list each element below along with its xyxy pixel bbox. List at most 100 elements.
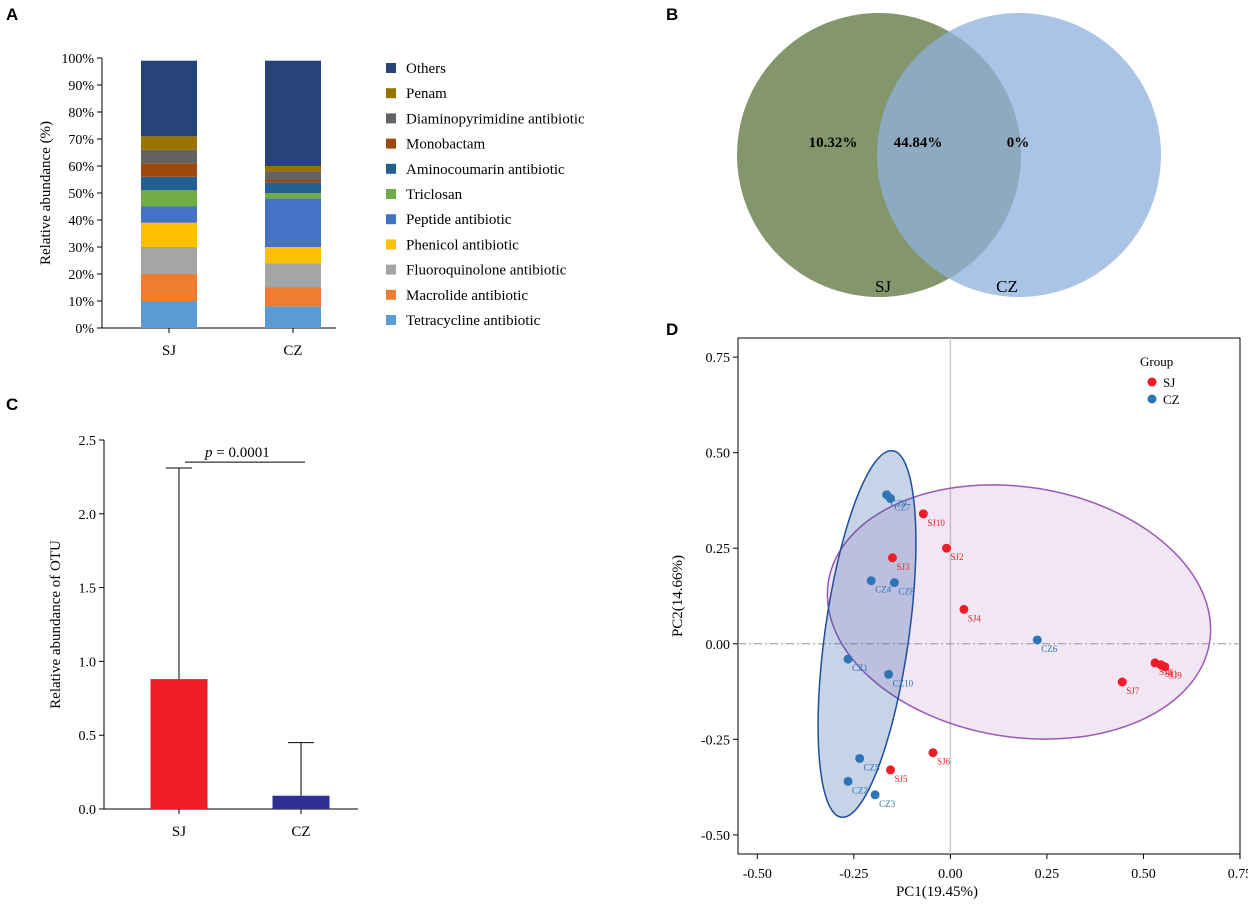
point-sj5 — [886, 765, 896, 775]
venn-unique-cz: 0% — [1007, 135, 1030, 151]
legend-swatch — [386, 88, 396, 99]
ellipse-cz — [817, 449, 917, 819]
y-tick-label: 0.75 — [706, 351, 731, 366]
point-label-cz9: CZ9 — [891, 499, 908, 509]
point-label-sj3: SJ3 — [896, 562, 910, 572]
legend-label: Penam — [406, 86, 447, 102]
point-cz3 — [870, 790, 880, 800]
x-tick-label: 0.00 — [938, 867, 963, 882]
bar-segment-sj-6 — [141, 176, 197, 191]
legend-title: Group — [1140, 354, 1173, 369]
bar-segment-cz-0 — [265, 306, 321, 328]
panel-letter-d: D — [666, 320, 678, 339]
legend-label: Diaminopyrimidine antibiotic — [406, 111, 585, 127]
bar-segment-cz-9 — [265, 166, 321, 172]
point-cz6 — [1032, 635, 1042, 645]
point-label-cz3: CZ3 — [879, 799, 896, 809]
x-tick-label: -0.25 — [839, 867, 868, 882]
legend-label-cz: CZ — [1163, 392, 1180, 407]
panel-letter-c: C — [6, 395, 18, 414]
y-tick-label: 70% — [68, 133, 94, 148]
point-sj6 — [928, 748, 938, 758]
legend-swatch — [386, 163, 396, 174]
plot-frame — [737, 337, 1241, 855]
point-sj3 — [887, 553, 897, 563]
bar-segment-cz-8 — [265, 171, 321, 180]
legend-marker-sj — [1147, 377, 1157, 387]
point-sj8 — [1150, 658, 1160, 668]
y-tick-label: 10% — [68, 295, 94, 310]
y-tick-label: 100% — [61, 52, 94, 67]
y-axis-label: Relative abundance of OTU — [48, 540, 64, 709]
panel-letter-a: A — [6, 5, 18, 24]
point-label-cz10: CZ10 — [893, 678, 914, 688]
legend-label: Monobactam — [406, 137, 485, 153]
point-label-sj9: SJ9 — [1169, 671, 1183, 681]
legend-label: Triclosan — [406, 187, 463, 203]
bar-segment-cz-2 — [265, 263, 321, 288]
point-cz5 — [855, 753, 865, 763]
y-axis-label: PC2(14.66%) — [670, 555, 686, 637]
panel-d-pca-scatter: -0.50 -0.25 0.00 0.25 0.50 0.75 -0.50 -0.25 0.00… — [670, 337, 1248, 900]
legend-swatch — [386, 63, 396, 73]
point-label-sj2: SJ2 — [951, 552, 964, 562]
point-sj2 — [942, 543, 952, 553]
point-sj10 — [918, 509, 928, 519]
y-tick-label: 0.50 — [706, 447, 731, 462]
y-tick-label: 40% — [68, 214, 94, 229]
bar-segment-cz-10 — [265, 60, 321, 167]
legend-marker-cz — [1147, 394, 1157, 404]
point-label-sj5: SJ5 — [895, 774, 909, 784]
y-tick-label: -0.50 — [701, 829, 730, 844]
legend-label-sj: SJ — [1163, 375, 1175, 390]
point-label-sj10: SJ10 — [927, 518, 945, 528]
point-cz8 — [889, 578, 899, 588]
bar-segment-sj-3 — [141, 222, 197, 247]
bar-segment-cz-6 — [265, 182, 321, 193]
legend-swatch — [386, 315, 396, 325]
legend-swatch — [386, 239, 396, 250]
legend-label: Peptide antibiotic — [406, 212, 512, 228]
legend-swatch — [386, 289, 396, 300]
bar-segment-cz-5 — [265, 193, 321, 199]
x-tick-label: 0.25 — [1035, 867, 1060, 882]
y-axis-label: Relative abundance (%) — [38, 121, 54, 265]
bar-segment-sj-8 — [141, 149, 197, 164]
panel-b-venn: 10.32% 44.84% 0% SJ CZ — [737, 13, 1161, 297]
y-tick-label: 2.0 — [79, 508, 97, 523]
y-tick-label: 30% — [68, 241, 94, 256]
point-cz4 — [866, 576, 876, 586]
venn-circle-cz — [877, 13, 1161, 297]
point-cz1 — [843, 654, 853, 664]
legend-label: Others — [406, 61, 446, 77]
bar-segment-sj-0 — [141, 301, 197, 328]
bar-segment-sj-9 — [141, 136, 197, 150]
point-label-cz6: CZ6 — [1041, 644, 1058, 654]
bar-segment-sj-2 — [141, 247, 197, 274]
bar-sj — [150, 679, 208, 809]
x-tick-label: -0.50 — [743, 867, 772, 882]
point-label-sj7: SJ7 — [1126, 686, 1140, 696]
y-tick-label: 50% — [68, 187, 94, 202]
y-tick-label: 90% — [68, 79, 94, 94]
point-label-cz2: CZ2 — [852, 785, 868, 795]
venn-intersection: 44.84% — [894, 135, 943, 151]
point-label-sj1: SJ1 — [1165, 669, 1178, 679]
y-tick-label: 20% — [68, 268, 94, 283]
legend-label: Phenicol antibiotic — [406, 237, 519, 253]
point-label-cz4: CZ4 — [875, 585, 892, 595]
x-tick-label: CZ — [291, 824, 310, 840]
point-sj4 — [959, 604, 969, 614]
legend-swatch — [386, 189, 396, 199]
point-cz10 — [884, 669, 894, 679]
x-tick-label: 0.50 — [1131, 867, 1156, 882]
bar-segment-cz-3 — [265, 247, 321, 264]
y-tick-label: 0.00 — [706, 638, 731, 653]
y-tick-label: 60% — [68, 160, 94, 175]
ellipse-sj — [826, 484, 1212, 740]
bar-segment-cz-1 — [265, 287, 321, 307]
y-tick-label: 0.5 — [79, 729, 97, 744]
point-label-cz8: CZ8 — [898, 587, 915, 597]
point-sj7 — [1117, 677, 1127, 687]
